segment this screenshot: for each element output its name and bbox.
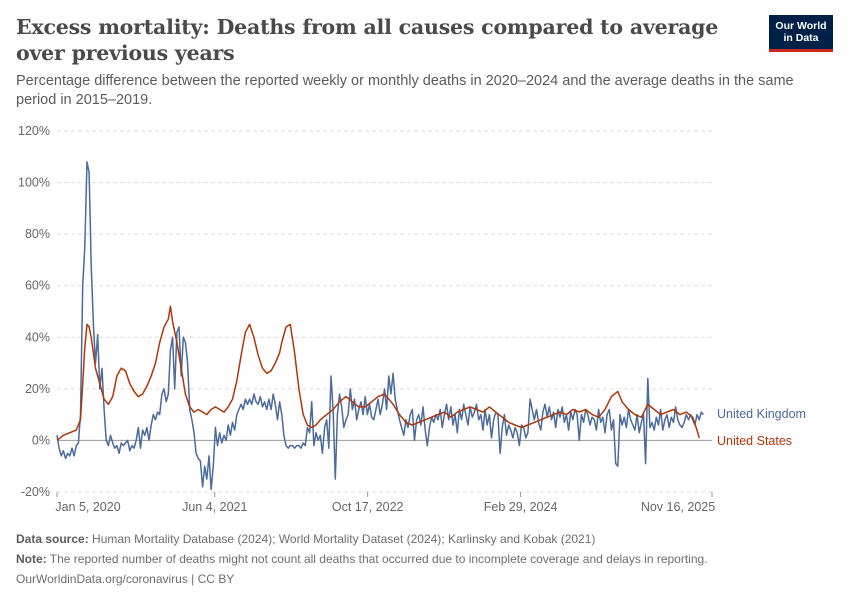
y-tick-label: 0% — [32, 433, 50, 447]
series-label-united-states[interactable]: United States — [717, 434, 792, 448]
series-labels: United Kingdom United States — [717, 407, 806, 448]
y-tick-label: 120% — [18, 124, 50, 138]
series-label-united-kingdom[interactable]: United Kingdom — [717, 407, 806, 421]
y-tick-label: 20% — [25, 382, 50, 396]
data-source-text[interactable]: Human Mortality Database (2024); World M… — [92, 532, 595, 546]
x-axis: Jan 5, 2020 Jun 4, 2021 Oct 17, 2022 Feb 29… — [55, 492, 715, 514]
chart-footer: Data source: Human Mortality Database (2… — [16, 529, 836, 589]
note-text: The reported number of deaths might not … — [50, 552, 708, 566]
x-tick-label: Jun 4, 2021 — [182, 500, 247, 514]
x-tick-label: Oct 17, 2022 — [332, 500, 404, 514]
credit-link[interactable]: OurWorldinData.org/coronavirus | CC BY — [16, 569, 836, 589]
y-tick-label: -20% — [21, 485, 50, 499]
y-tick-label: 60% — [25, 279, 50, 293]
x-tick-label: Nov 16, 2025 — [641, 500, 715, 514]
x-tick-label: Jan 5, 2020 — [55, 500, 120, 514]
y-tick-label: 80% — [25, 227, 50, 241]
note: Note: The reported number of deaths migh… — [16, 549, 836, 569]
data-source: Data source: Human Mortality Database (2… — [16, 529, 836, 549]
y-tick-label: 100% — [18, 176, 50, 190]
y-axis: -20% 0% 20% 40% 60% 80% 100% 120% — [18, 124, 50, 499]
data-source-label: Data source: — [16, 532, 89, 546]
x-tick-label: Feb 29, 2024 — [484, 500, 558, 514]
y-tick-label: 40% — [25, 330, 50, 344]
note-label: Note: — [16, 552, 47, 566]
